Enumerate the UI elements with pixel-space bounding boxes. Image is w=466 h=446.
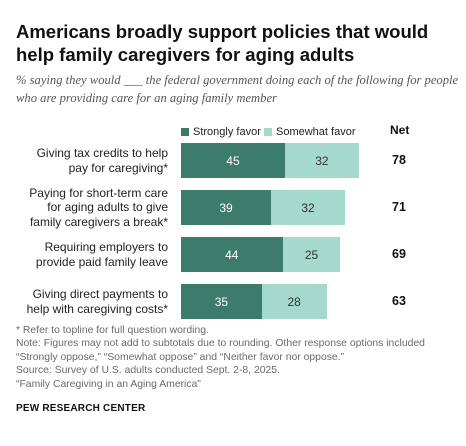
bar-strongly-favor: 35 xyxy=(181,284,262,319)
bar-somewhat-favor: 25 xyxy=(282,237,341,272)
legend-label-strongly: Strongly favor xyxy=(193,126,261,138)
category-label-line: for aging adults to give xyxy=(47,200,168,215)
note-line: “Strongly oppose,” “Somewhat oppose” and… xyxy=(16,351,345,363)
chart-title: Americans broadly support policies that … xyxy=(16,21,429,65)
data-label: 28 xyxy=(287,294,301,309)
category-label-line: Paying for short-term care xyxy=(29,185,168,200)
category-label-line: family caregivers a break* xyxy=(29,214,168,229)
data-label: 35 xyxy=(214,294,229,309)
note-line: “Family Caregiving in an Aging America” xyxy=(16,378,201,390)
category-label-line: help with caregiving costs* xyxy=(26,301,168,316)
legend-label-somewhat: Somewhat favor xyxy=(276,126,356,138)
data-label: 32 xyxy=(315,153,329,168)
notes: * Refer to topline for full question wor… xyxy=(16,324,461,391)
data-label: 25 xyxy=(304,247,319,262)
note-line: Note: Figures may not add to subtotals d… xyxy=(16,338,425,350)
source-org: PEW RESEARCH CENTER xyxy=(16,403,146,414)
net-header: Net xyxy=(390,123,410,137)
category-label: Giving tax credits to help pay for caregi… xyxy=(0,146,168,175)
note-line: * Refer to topline for full question wor… xyxy=(16,325,209,336)
net-value: 63 xyxy=(392,293,406,308)
legend-strongly: Strongly favor xyxy=(181,126,261,138)
category-label: Giving direct payments to help with careg… xyxy=(0,287,168,316)
category-label: Requiring employers to provide paid famil… xyxy=(0,240,168,269)
category-label-line: provide paid family leave xyxy=(35,254,168,269)
net-value: 78 xyxy=(392,152,406,167)
data-label: 32 xyxy=(301,200,315,215)
bar-strongly-favor: 45 xyxy=(181,143,285,178)
bar-somewhat-favor: 28 xyxy=(261,284,327,319)
legend-somewhat: Somewhat favor xyxy=(264,126,355,138)
chart-subtitle: % saying they would ___ the federal gove… xyxy=(16,73,459,105)
bar-strongly-favor: 39 xyxy=(181,190,272,225)
data-label: 45 xyxy=(226,153,240,168)
category-label: Paying for short-term care for aging adul… xyxy=(0,186,168,230)
data-label: 44 xyxy=(225,247,239,262)
legend-swatch-somewhat xyxy=(264,128,272,136)
bar-somewhat-favor: 32 xyxy=(271,190,345,225)
bar-somewhat-favor: 32 xyxy=(284,143,359,178)
legend-swatch-strongly xyxy=(181,128,189,136)
category-label-line: Giving tax credits to help xyxy=(36,146,168,160)
category-label-line: Requiring employers to xyxy=(44,240,168,254)
data-label: 39 xyxy=(219,200,233,215)
category-label-line: pay for caregiving* xyxy=(68,160,168,175)
net-value: 69 xyxy=(392,246,406,261)
category-label-line: Giving direct payments to xyxy=(32,287,168,301)
bar-strongly-favor: 44 xyxy=(181,237,283,272)
net-value: 71 xyxy=(392,199,406,214)
note-line: Source: Survey of U.S. adults conducted … xyxy=(16,365,280,377)
